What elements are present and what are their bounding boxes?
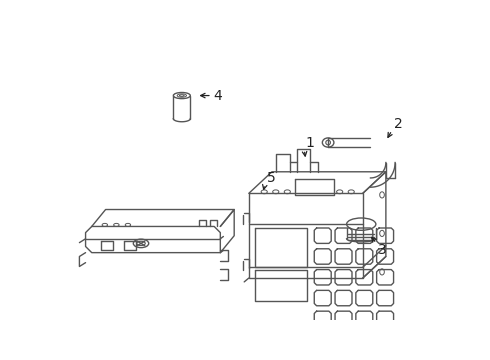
Text: 2: 2 bbox=[393, 117, 402, 131]
Text: 5: 5 bbox=[267, 171, 275, 185]
Text: 1: 1 bbox=[306, 136, 315, 150]
Text: 3: 3 bbox=[378, 243, 387, 257]
Text: 4: 4 bbox=[214, 89, 222, 103]
